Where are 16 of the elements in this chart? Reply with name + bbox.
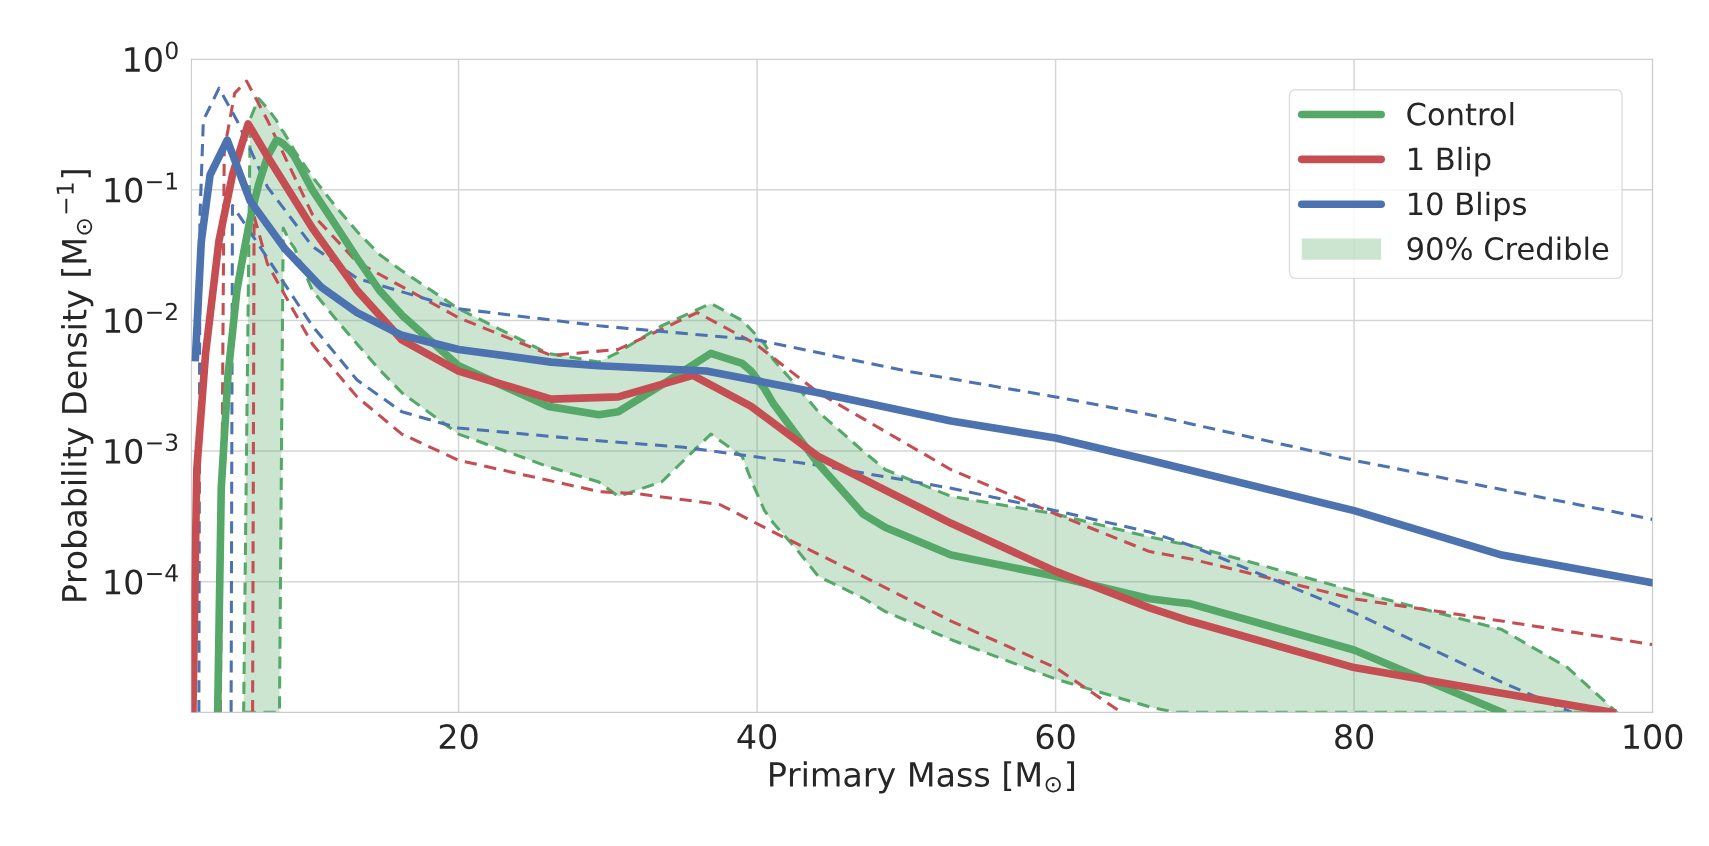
x-tick-label: 20 (439, 724, 478, 750)
legend-label: 90% Credible (1407, 236, 1609, 261)
x-tick-label: 60 (1036, 724, 1075, 750)
x-tick-label: 100 (1624, 724, 1683, 750)
x-axis-title: Primary Mass [M$_{⊙}$] (770, 761, 1075, 794)
x-tick-label: 40 (737, 724, 777, 750)
y-tick-label: 10$^{−2}$ (105, 302, 177, 334)
x-tick-label: 80 (1335, 724, 1374, 750)
y-tick-label: 10$^{−1}$ (105, 172, 177, 203)
y-tick-label: 10$^{−3}$ (105, 433, 178, 464)
legend-label: Control (1407, 102, 1514, 126)
legend-label: 1 Blip (1408, 146, 1491, 177)
y-tick-label: 10$^{−4}$ (105, 564, 178, 595)
legend-label: 10 Blips (1408, 191, 1526, 222)
y-axis-title: Probability Density [M$_{⊙}$$^{−1}$] (56, 170, 94, 601)
y-tick-label: 10$^{0}$ (125, 41, 178, 73)
